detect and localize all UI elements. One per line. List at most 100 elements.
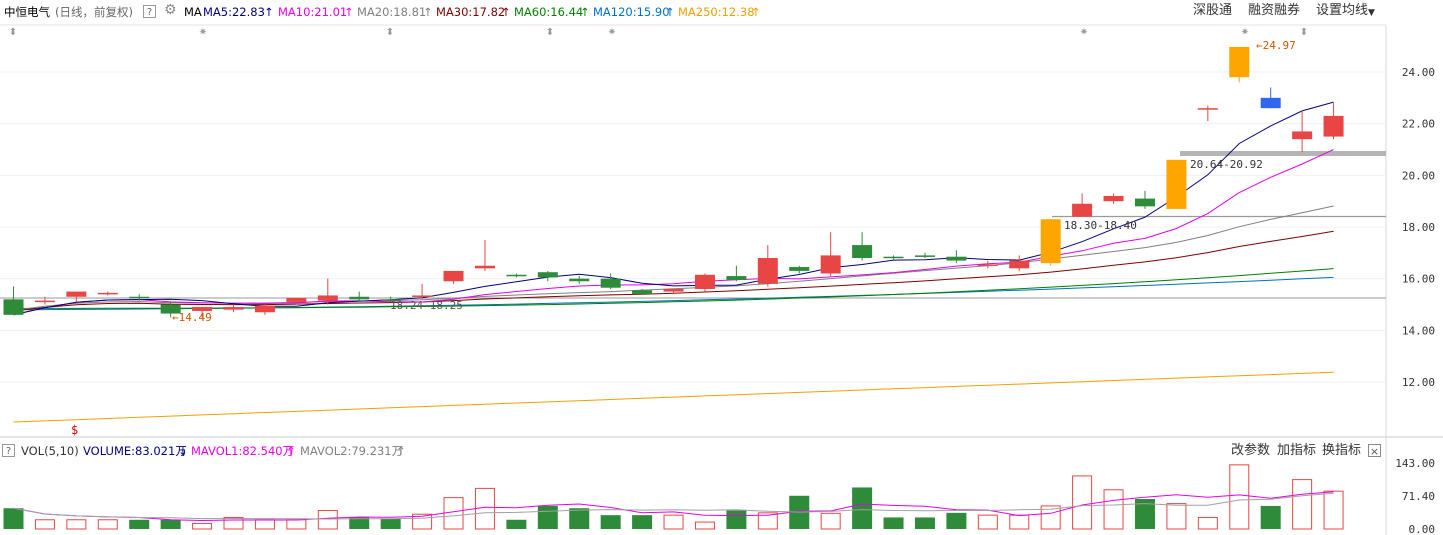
candle-body xyxy=(1166,159,1187,209)
mavol1-value: MAVOL1:82.540万 xyxy=(191,444,295,458)
volume-bar xyxy=(757,512,778,530)
stock-name: 中恒电气 xyxy=(4,5,50,19)
add-indicator-button[interactable]: 加指标 xyxy=(1277,443,1317,458)
volume-bar xyxy=(97,519,118,530)
volume-bar xyxy=(820,512,841,530)
period-adjust-label: (日线，前复权) xyxy=(55,5,133,19)
shenguton-button[interactable]: 深股通 xyxy=(1193,3,1233,18)
volume-bar xyxy=(286,519,307,530)
candle-body xyxy=(820,255,841,274)
ma5-line xyxy=(13,101,1334,316)
volume-bar xyxy=(3,508,24,529)
candle-body xyxy=(1072,203,1093,217)
event-marker: ✷ xyxy=(199,27,207,38)
change-params-button[interactable]: 改参数 xyxy=(1231,443,1271,458)
ma30-value: MA30:17.82 xyxy=(436,5,506,19)
volume-bar xyxy=(443,497,464,530)
candle-body xyxy=(506,274,527,277)
volume-bar xyxy=(160,519,181,529)
volume-bar xyxy=(317,510,338,530)
close-icon[interactable]: × xyxy=(1368,444,1381,458)
volume-bar xyxy=(1197,516,1218,530)
event-marker: ⬍ xyxy=(1300,27,1308,38)
volume-help-icon[interactable]: ? xyxy=(2,444,15,457)
candle-body xyxy=(474,265,495,269)
candle-body xyxy=(1103,196,1124,202)
low-price-annotation: ←14.49 xyxy=(172,311,212,324)
support-band-20 xyxy=(1180,151,1386,156)
candle-body xyxy=(66,291,87,297)
candle-body xyxy=(726,276,747,280)
event-marker: ✷ xyxy=(1080,27,1088,38)
ma5-value: MA5:22.83 xyxy=(203,5,265,19)
candle-body xyxy=(694,274,715,289)
volume-bar xyxy=(129,519,150,529)
ma120-value: MA120:15.90 xyxy=(593,5,670,19)
ma250-arrow-icon: ↑ xyxy=(751,5,761,19)
candle-body xyxy=(537,272,558,278)
candle-body xyxy=(1009,260,1030,269)
volume-bar xyxy=(1072,475,1093,530)
volume-bar xyxy=(1134,499,1155,529)
volume-tick-label: 0.00 xyxy=(1409,523,1436,535)
candle-body xyxy=(1229,46,1250,78)
event-marker: ⬍ xyxy=(386,27,394,38)
candle-body xyxy=(1197,108,1218,110)
price-tick-label: 14.00 xyxy=(1402,324,1435,337)
volume-bar xyxy=(632,515,653,529)
candle-body xyxy=(412,295,433,297)
candle-body xyxy=(129,296,150,299)
candle-body xyxy=(569,278,590,282)
mavol1-arrow-icon: ↑ xyxy=(286,444,296,458)
volume-bar xyxy=(883,517,904,529)
ma-label: MA xyxy=(184,5,202,19)
volume-arrow-icon: ↓ xyxy=(178,444,188,458)
volume-tick-label: 71.40 xyxy=(1402,490,1435,503)
event-marker: ⬍ xyxy=(9,27,17,38)
candle-body xyxy=(946,256,967,261)
candle-body xyxy=(286,298,307,302)
ma60-value: MA60:16.44 xyxy=(514,5,584,19)
price-tick-label: 20.00 xyxy=(1402,169,1435,182)
ma-lines xyxy=(13,101,1334,423)
candle-body xyxy=(192,307,213,311)
ma-settings-button[interactable]: 设置均线 xyxy=(1316,3,1369,18)
volume-bars xyxy=(3,464,1344,530)
ma120-arrow-icon: ↑ xyxy=(665,5,675,19)
vol-indicator-label: VOL(5,10) xyxy=(21,444,79,458)
candle-body xyxy=(97,292,118,295)
candle-body xyxy=(443,270,464,282)
candle-body xyxy=(757,258,778,284)
switch-indicator-button[interactable]: 换指标 xyxy=(1322,443,1362,458)
candle-body xyxy=(1040,219,1061,264)
chevron-down-icon[interactable]: ▼ xyxy=(1368,8,1375,18)
price-tick-label: 16.00 xyxy=(1402,273,1435,286)
volume-bar xyxy=(977,514,998,530)
event-marker: ⬍ xyxy=(546,27,554,38)
volume-bar xyxy=(349,517,370,529)
candle-body xyxy=(789,267,810,271)
volume-header: ? VOL(5,10) VOLUME:83.021万 ↓ MAVOL1:82.5… xyxy=(0,441,1443,461)
volume-bar xyxy=(694,521,715,530)
volume-bar xyxy=(1009,514,1030,530)
price-tick-label: 18.00 xyxy=(1402,221,1435,234)
price-grid: ⬍ ✷ ⬍ ⬍ ✷ ✷ ✷ ⬍ xyxy=(0,24,1443,535)
volume-bar xyxy=(946,512,967,529)
volume-bar xyxy=(1292,479,1313,530)
gear-icon[interactable]: ⚙ xyxy=(164,2,177,18)
candle-body xyxy=(254,305,275,313)
candle-body xyxy=(380,299,401,301)
volume-bar xyxy=(1166,503,1187,530)
help-icon[interactable]: ? xyxy=(143,5,156,18)
volume-bar xyxy=(506,519,527,529)
candle-body xyxy=(600,278,621,288)
candle-body xyxy=(223,307,244,310)
candle-body xyxy=(1292,131,1313,140)
candle-body xyxy=(977,264,998,266)
ma20-value: MA20:18.81 xyxy=(357,5,427,19)
volume-bar xyxy=(1103,489,1124,530)
margin-trading-button[interactable]: 融资融券 xyxy=(1248,3,1301,18)
volume-tick-label: 143.00 xyxy=(1395,457,1435,470)
ma30-arrow-icon: ↑ xyxy=(501,5,511,19)
